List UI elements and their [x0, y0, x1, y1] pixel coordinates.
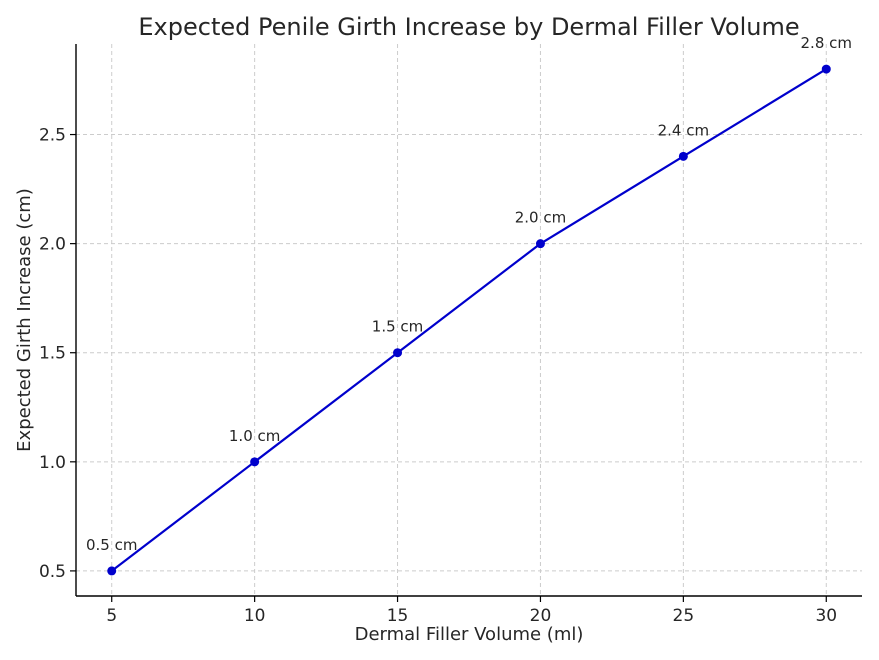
x-tick-label-2: 15 [387, 606, 409, 626]
series-layer: 0.5 cm 1.0 cm 1.5 cm 2.0 cm 2.4 cm 2.8 cm [86, 34, 852, 576]
data-point-5 [821, 64, 831, 74]
x-tick-label-1: 10 [244, 606, 266, 626]
x-tick-label-3: 20 [530, 606, 552, 626]
x-axis-label: Dermal Filler Volume (ml) [355, 624, 584, 645]
data-label-1: 1.0 cm [229, 427, 280, 445]
data-label-5: 2.8 cm [801, 34, 852, 52]
y-tick-label-3: 2.0 [39, 235, 66, 255]
data-point-4 [678, 151, 688, 161]
data-label-0: 0.5 cm [86, 536, 137, 554]
data-point-2 [393, 348, 403, 358]
x-axis-ticks: 5 10 15 20 25 30 [106, 596, 837, 626]
grid-lines [76, 44, 862, 596]
y-tick-label-0: 0.5 [39, 562, 66, 582]
y-axis-label: Expected Girth Increase (cm) [14, 188, 35, 452]
x-tick-label-0: 5 [106, 606, 117, 626]
y-tick-label-1: 1.0 [39, 453, 66, 473]
chart-title: Expected Penile Girth Increase by Dermal… [138, 13, 799, 41]
data-label-2: 1.5 cm [372, 318, 423, 336]
x-tick-label-4: 25 [673, 606, 695, 626]
data-point-1 [250, 457, 260, 467]
y-axis-ticks: 0.5 1.0 1.5 2.0 2.5 [39, 126, 76, 582]
data-point-0 [107, 566, 117, 576]
series-line-0 [111, 68, 827, 572]
data-label-4: 2.4 cm [658, 121, 709, 139]
data-point-3 [535, 239, 545, 249]
x-tick-label-5: 30 [815, 606, 837, 626]
data-label-3: 2.0 cm [515, 209, 566, 227]
y-tick-label-2: 1.5 [39, 344, 66, 364]
y-tick-label-4: 2.5 [39, 126, 66, 146]
